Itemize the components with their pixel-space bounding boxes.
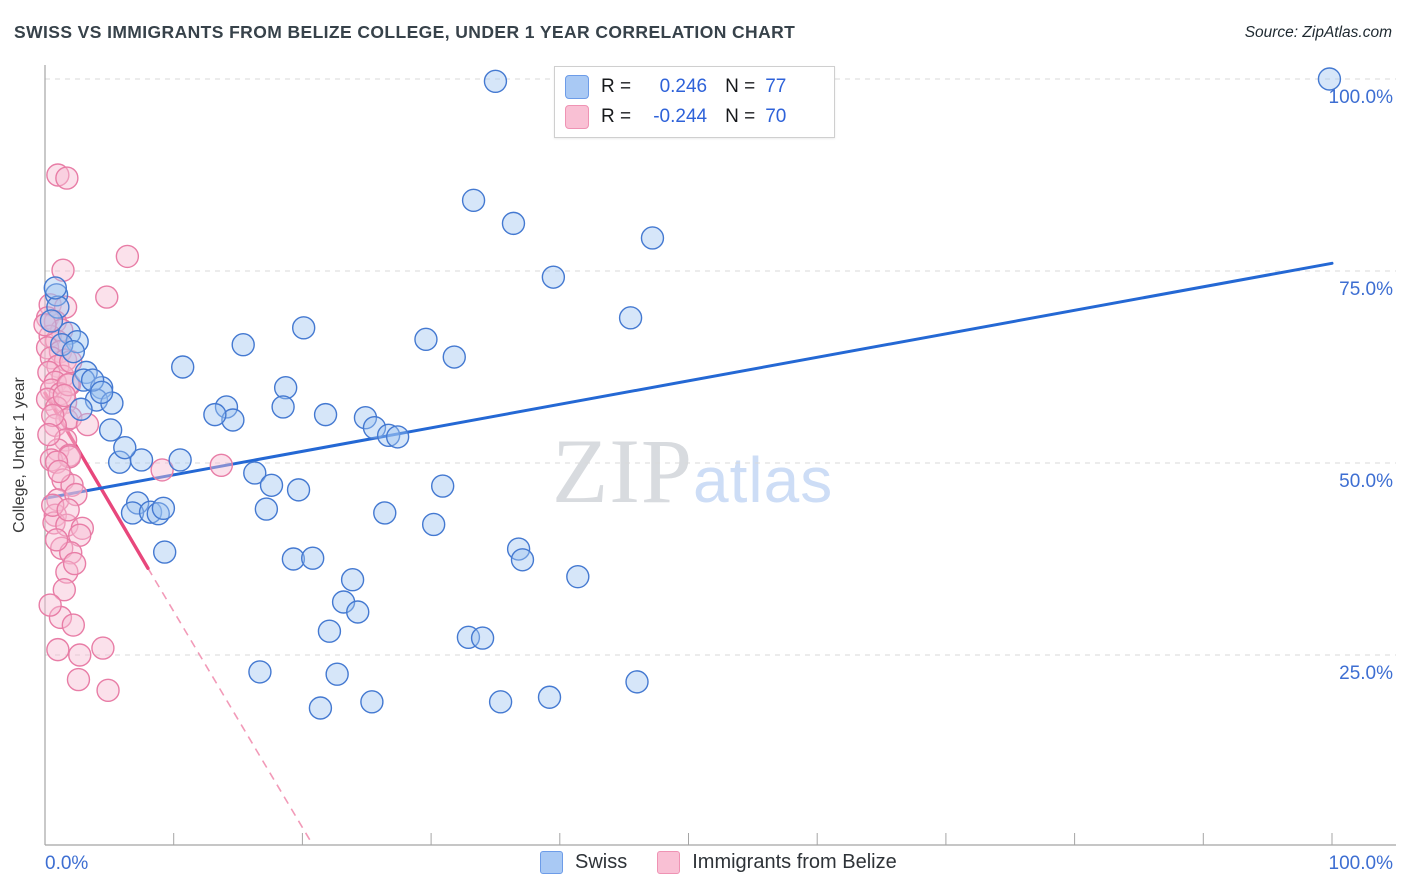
y-tick-75: 75.0% [1339,279,1393,300]
y-axis-label: College, Under 1 year [11,377,28,533]
r-value: -0.244 [653,106,708,127]
r-label: R = [601,106,632,127]
n-value: 77 [765,76,787,97]
zipatlas-watermark: ZIP atlas [552,418,833,524]
legend-row-swiss: R = 0.246 N = 77 [565,74,824,100]
n-value: 70 [765,106,787,127]
n-label: N = [725,106,756,127]
swiss-swatch-icon [565,75,589,99]
x-tick-0: 0.0% [45,853,89,874]
page-title: SWISS VS IMMIGRANTS FROM BELIZE COLLEGE,… [14,22,796,42]
x-tick-100: 100.0% [1328,853,1393,874]
legend-row-belize: R = -0.244 N = 70 [565,104,824,130]
n-label: N = [725,76,756,97]
watermark-zip: ZIP [552,420,693,522]
watermark-atlas: atlas [693,444,834,516]
y-tick-50: 50.0% [1339,471,1393,492]
bottom-legend: Swiss Immigrants from Belize [540,851,897,874]
legend-item-swiss: Swiss [540,851,627,874]
legend-label-belize: Immigrants from Belize [692,851,897,873]
y-tick-100: 100.0% [1328,87,1393,108]
belize-swatch-icon [565,105,589,129]
y-tick-25: 25.0% [1339,663,1393,684]
r-value: 0.246 [659,76,708,97]
belize-swatch-icon [657,851,681,874]
legend-label-swiss: Swiss [575,851,628,873]
swiss-swatch-icon [540,851,563,874]
r-label: R = [601,76,632,97]
legend-item-belize: Immigrants from Belize [657,851,897,874]
source-label: Source: ZipAtlas.com [1244,24,1392,41]
legend-box: R = 0.246 N = 77 R = -0.244 N = 70 [554,66,835,138]
